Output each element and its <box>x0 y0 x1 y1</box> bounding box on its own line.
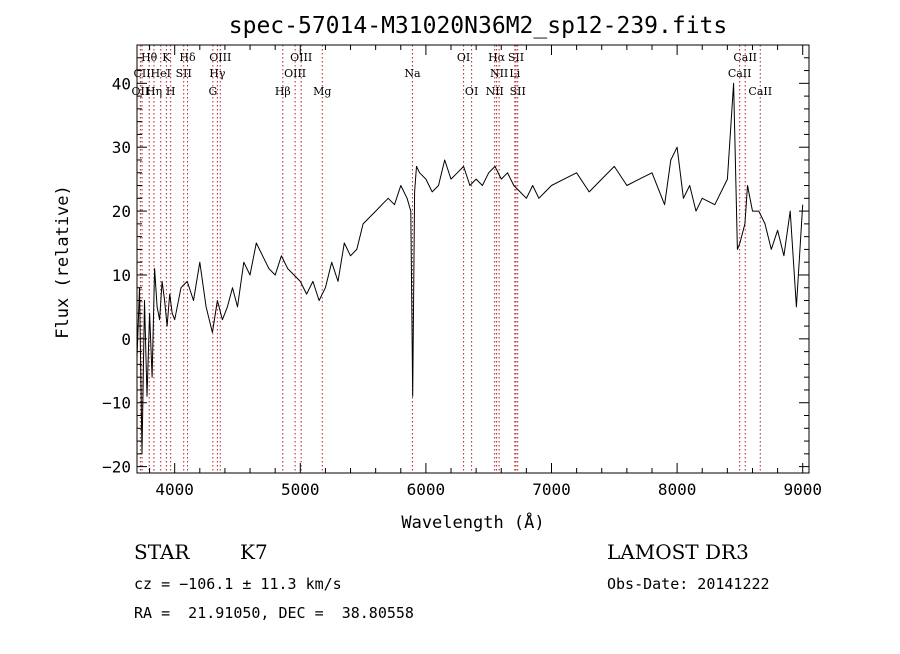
line-label: CaII <box>748 85 772 98</box>
line-label: CII <box>133 67 150 80</box>
line-label: HeI <box>151 67 171 80</box>
spectrum-series <box>136 82 804 455</box>
line-label: Hα <box>488 51 506 64</box>
object-subclass: K7 <box>240 540 268 564</box>
line-label: OIII <box>209 51 231 64</box>
line-label: CaII <box>728 67 752 80</box>
x-tick-label: 6000 <box>407 480 446 499</box>
y-tick-label: 10 <box>112 266 131 285</box>
y-tick-label: −20 <box>102 458 131 477</box>
line-label: SII <box>508 51 524 64</box>
line-label: OII <box>132 85 150 98</box>
x-tick-label: 5000 <box>281 480 320 499</box>
plot-frame <box>136 44 810 474</box>
x-axis-label: Wavelength (Å) <box>401 511 544 533</box>
line-label: Hβ <box>275 85 291 98</box>
x-tick-label: 4000 <box>155 480 194 499</box>
y-tick-label: −10 <box>102 394 131 413</box>
line-label: Hδ <box>179 51 196 64</box>
line-label: OIII <box>284 67 306 80</box>
y-tick-label: 30 <box>112 138 131 157</box>
line-label: Hη <box>146 85 162 98</box>
line-label: H <box>166 85 176 98</box>
x-tick-label: 8000 <box>658 480 697 499</box>
coordinates-text: RA = 21.91050, DEC = 38.80558 <box>134 604 414 622</box>
y-axis-ticks: −20 −10 0 10 20 30 40 <box>102 57 809 477</box>
line-label: Mg <box>313 85 331 98</box>
obs-date-text: Obs-Date: 20141222 <box>607 575 770 593</box>
y-axis-label: Flux (relative) <box>53 185 73 339</box>
line-label: Na <box>404 67 421 80</box>
line-label: SII <box>176 67 192 80</box>
line-label: K <box>162 51 171 64</box>
object-class: STAR <box>134 540 190 564</box>
y-tick-label: 40 <box>112 74 131 93</box>
y-tick-label: 20 <box>112 202 131 221</box>
x-tick-label: 9000 <box>783 480 822 499</box>
line-label: Hγ <box>209 67 226 80</box>
y-tick-label: 0 <box>121 330 131 349</box>
line-label: NII <box>490 67 508 80</box>
line-label: G <box>208 85 217 98</box>
x-axis-ticks: 4000 5000 6000 7000 8000 9000 <box>149 45 822 499</box>
line-label: OI <box>465 85 478 98</box>
series-line-flux <box>136 82 804 455</box>
chart-title: spec-57014-M31020N36M2_sp12-239.fits <box>229 13 728 39</box>
line-label: Li <box>509 67 520 80</box>
line-label: OI <box>457 51 470 64</box>
line-label: Hθ <box>141 51 158 64</box>
line-label: CaII <box>733 51 757 64</box>
x-tick-label: 7000 <box>532 480 571 499</box>
line-label: OIII <box>290 51 312 64</box>
survey-name: LAMOST DR3 <box>607 540 749 564</box>
line-label: NII <box>486 85 504 98</box>
line-label: SII <box>510 85 526 98</box>
redshift-text: cz = −106.1 ± 11.3 km/s <box>134 575 342 593</box>
